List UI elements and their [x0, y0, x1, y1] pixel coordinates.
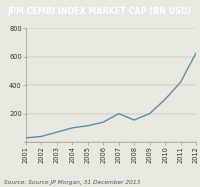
Text: JPM CEMBI INDEX MARKET CAP (BN USD): JPM CEMBI INDEX MARKET CAP (BN USD) [8, 7, 192, 16]
Text: Source: Source JP Morgan, 31 December 2013: Source: Source JP Morgan, 31 December 20… [4, 180, 140, 185]
